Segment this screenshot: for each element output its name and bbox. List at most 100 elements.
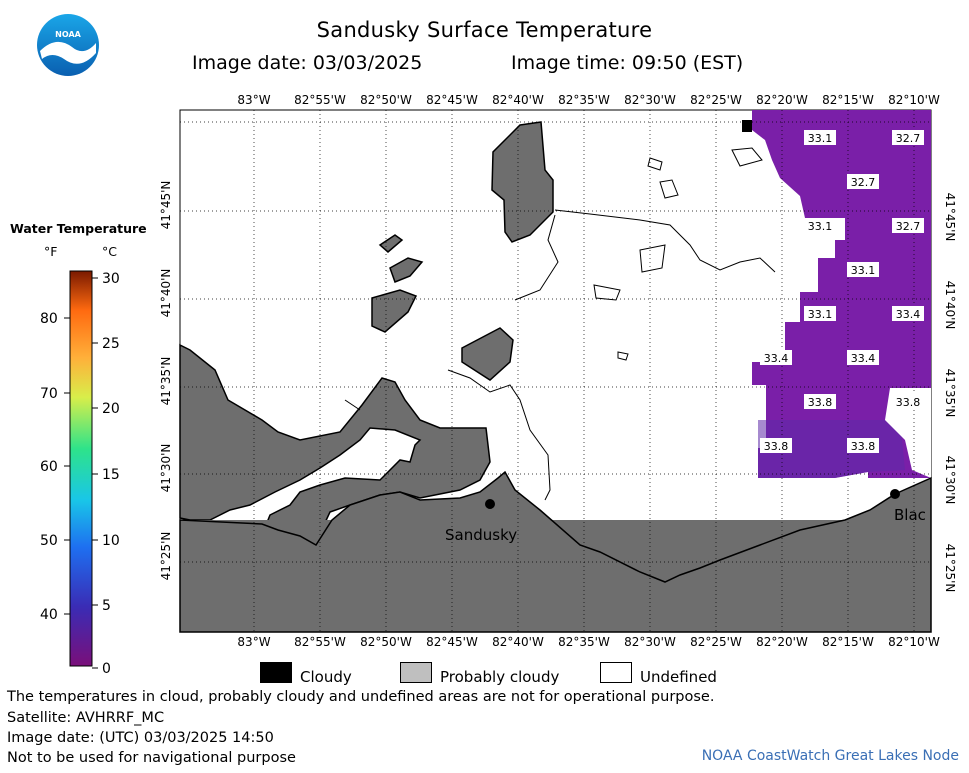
city-label-blac: Blac xyxy=(894,506,926,524)
temp-label: 33.8 xyxy=(896,396,921,409)
lon-tick-bottom: 83°W xyxy=(237,635,270,649)
color-bar xyxy=(69,270,93,667)
cloudy-patch xyxy=(742,120,752,132)
lat-tick-left: 41°45'N xyxy=(159,181,173,230)
temp-label-bg xyxy=(804,218,836,233)
footnote-operational: The temperatures in cloud, probably clou… xyxy=(7,689,715,705)
c-tick-label: 0 xyxy=(102,661,111,677)
footnote-navigation: Not to be used for navigational purpose xyxy=(7,750,296,766)
shoreline-south xyxy=(179,470,932,633)
catawba-island xyxy=(461,327,514,381)
lon-tick-top: 82°55'W xyxy=(294,93,346,107)
temp-label-bg xyxy=(847,262,879,277)
f-tick-label: 70 xyxy=(40,386,58,402)
lon-tick-bottom: 82°10'W xyxy=(888,635,940,649)
temp-label: 33.8 xyxy=(851,440,876,453)
temp-label: 33.1 xyxy=(808,308,833,321)
key-probably-cloudy-label: Probably cloudy xyxy=(440,668,560,686)
temp-label-bg xyxy=(892,306,924,321)
c-tick-label: 25 xyxy=(102,336,120,352)
temp-label-bg xyxy=(847,174,879,189)
cold-water-region xyxy=(752,110,931,478)
lon-tick-bottom: 82°55'W xyxy=(294,635,346,649)
city-label-sandusky: Sandusky xyxy=(445,526,517,544)
temp-label-bg xyxy=(804,130,836,145)
c-tick-label: 20 xyxy=(102,401,120,417)
c-tick-label: 5 xyxy=(102,598,111,614)
temp-label-bg xyxy=(804,394,836,409)
key-undefined-label: Undefined xyxy=(640,668,717,686)
legend-unit-c: °C xyxy=(102,244,117,259)
logo-text: NOAA xyxy=(55,30,81,39)
lat-tick-right: 41°40'N xyxy=(943,281,957,330)
temp-label-bg xyxy=(847,350,879,365)
f-tick-label: 50 xyxy=(40,533,58,549)
f-tick-label: 80 xyxy=(40,311,58,327)
bird-icon xyxy=(40,41,96,64)
image-date: Image date: 03/03/2025 xyxy=(192,52,423,74)
blac-marker xyxy=(890,489,900,499)
temp-label-bg xyxy=(892,130,924,145)
lat-tick-right: 41°25'N xyxy=(943,544,957,593)
f-tick-label: 40 xyxy=(40,607,58,623)
lon-tick-bottom: 82°40'W xyxy=(492,635,544,649)
legend-title: Water Temperature xyxy=(10,221,147,236)
temp-label: 32.7 xyxy=(851,176,876,189)
lon-tick-bottom: 82°35'W xyxy=(558,635,610,649)
footnote-satellite: Satellite: AVHRRF_MC xyxy=(7,710,165,726)
temp-label: 33.4 xyxy=(764,352,789,365)
lat-tick-left: 41°30'N xyxy=(159,444,173,493)
lon-tick-top: 82°30'W xyxy=(624,93,676,107)
temp-label: 33.1 xyxy=(851,264,876,277)
legend-unit-f: °F xyxy=(44,244,58,259)
small-island-2 xyxy=(389,257,424,283)
page-title: Sandusky Surface Temperature xyxy=(316,18,653,42)
south-bass-island xyxy=(371,289,418,333)
credit: NOAA CoastWatch Great Lakes Node xyxy=(701,748,959,764)
sandusky-marker xyxy=(485,499,495,509)
noaa-logo: NOAA xyxy=(37,14,99,76)
lon-tick-top: 82°50'W xyxy=(360,93,412,107)
lon-tick-top: 82°40'W xyxy=(492,93,544,107)
key-undefined-swatch xyxy=(600,662,632,683)
temp-label: 32.7 xyxy=(896,220,921,233)
lon-tick-top: 82°20'W xyxy=(756,93,808,107)
lon-tick-bottom: 82°20'W xyxy=(756,635,808,649)
lon-tick-bottom: 82°15'W xyxy=(822,635,874,649)
lon-tick-bottom: 82°30'W xyxy=(624,635,676,649)
temp-label-bg xyxy=(760,438,792,453)
temp-label-bg xyxy=(892,394,924,409)
lat-tick-right: 41°35'N xyxy=(943,369,957,418)
temp-label: 33.8 xyxy=(808,396,833,409)
lat-tick-left: 41°35'N xyxy=(159,357,173,406)
graticule xyxy=(180,110,931,632)
undefined-contours xyxy=(344,147,776,501)
temp-label-bg xyxy=(760,350,792,365)
lon-tick-top: 82°35'W xyxy=(558,93,610,107)
image-time: Image time: 09:50 (EST) xyxy=(511,52,744,74)
temp-label: 33.4 xyxy=(851,352,876,365)
lon-tick-top: 82°15'W xyxy=(822,93,874,107)
lon-tick-top: 82°25'W xyxy=(690,93,742,107)
temp-label-bg xyxy=(892,218,924,233)
colder-water-band xyxy=(758,420,905,478)
temp-label-bg xyxy=(804,306,836,321)
footnote-utc-date: Image date: (UTC) 03/03/2025 14:50 xyxy=(7,730,274,746)
lat-tick-right: 41°45'N xyxy=(943,193,957,242)
lon-tick-top: 82°10'W xyxy=(888,93,940,107)
temp-label: 33.1 xyxy=(808,132,833,145)
lon-tick-bottom: 82°50'W xyxy=(360,635,412,649)
temp-label-bg xyxy=(847,438,879,453)
key-cloudy-swatch xyxy=(260,662,292,683)
key-probably-cloudy-swatch xyxy=(400,662,432,683)
c-tick-label: 10 xyxy=(102,533,120,549)
axis-ticks: 83°W 83°W 82°55'W 82°55'W 82°50'W 82°50'W 82°4… xyxy=(159,93,957,649)
lon-tick-top: 82°45'W xyxy=(426,93,478,107)
kelleys-island xyxy=(491,121,554,243)
lon-tick-top: 83°W xyxy=(237,93,270,107)
lat-tick-left: 41°40'N xyxy=(159,269,173,318)
temp-label: 33.8 xyxy=(764,440,789,453)
lat-tick-left: 41°25'N xyxy=(159,532,173,581)
